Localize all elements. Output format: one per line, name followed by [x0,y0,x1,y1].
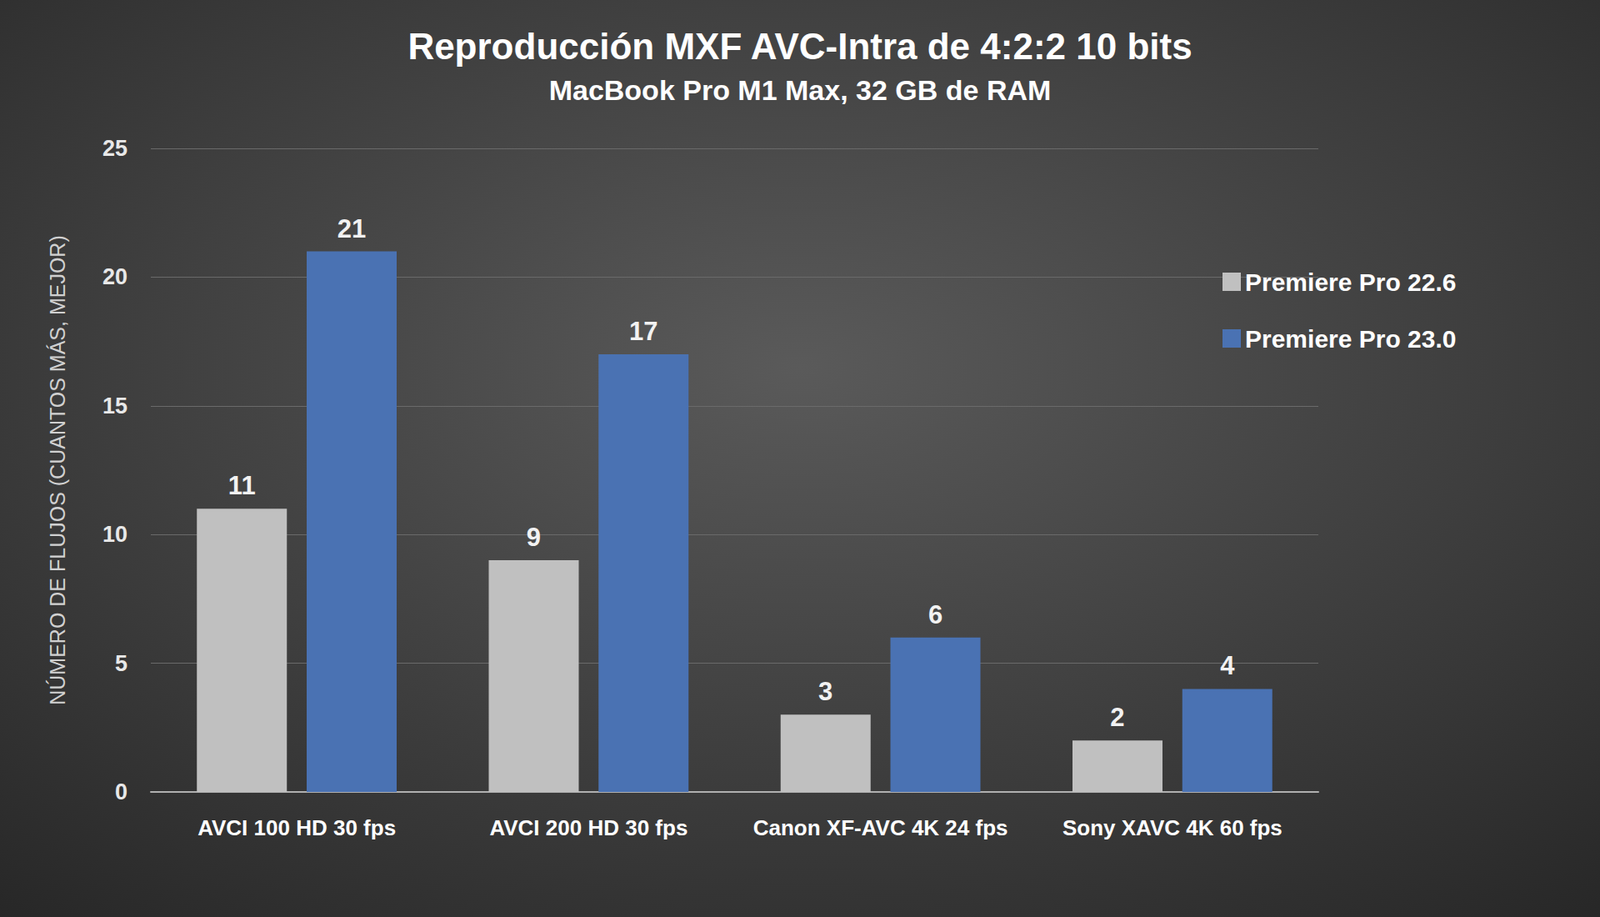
svg-text:11: 11 [228,470,256,500]
svg-text:Sony XAVC 4K 60 fps: Sony XAVC 4K 60 fps [1062,815,1283,840]
svg-text:20: 20 [102,264,128,290]
svg-text:Canon XF-AVC 4K 24 fps: Canon XF-AVC 4K 24 fps [753,815,1009,840]
svg-text:Reproducción MXF AVC-Intra de: Reproducción MXF AVC-Intra de 4:2:2 10 b… [407,25,1192,67]
svg-text:17: 17 [629,316,658,346]
svg-text:5: 5 [115,650,128,676]
svg-text:15: 15 [102,393,128,419]
svg-text:MacBook Pro M1 Max, 32 GB de R: MacBook Pro M1 Max, 32 GB de RAM [549,74,1052,106]
svg-text:Premiere Pro 23.0: Premiere Pro 23.0 [1245,325,1457,353]
svg-text:0: 0 [115,779,128,805]
svg-text:2: 2 [1110,702,1125,732]
svg-text:21: 21 [337,214,366,244]
svg-text:AVCI 200 HD 30 fps: AVCI 200 HD 30 fps [489,815,688,840]
svg-text:Premiere Pro 22.6: Premiere Pro 22.6 [1245,268,1457,296]
svg-text:AVCI 100 HD 30 fps: AVCI 100 HD 30 fps [197,815,396,840]
svg-text:4: 4 [1220,650,1235,680]
svg-text:25: 25 [102,135,128,161]
svg-text:3: 3 [818,676,833,706]
svg-text:9: 9 [526,522,541,552]
svg-text:NÚMERO DE FLUJOS (CUANTOS MÁS,: NÚMERO DE FLUJOS (CUANTOS MÁS, MEJOR) [45,235,70,705]
svg-text:6: 6 [928,600,943,630]
svg-text:10: 10 [102,521,128,547]
